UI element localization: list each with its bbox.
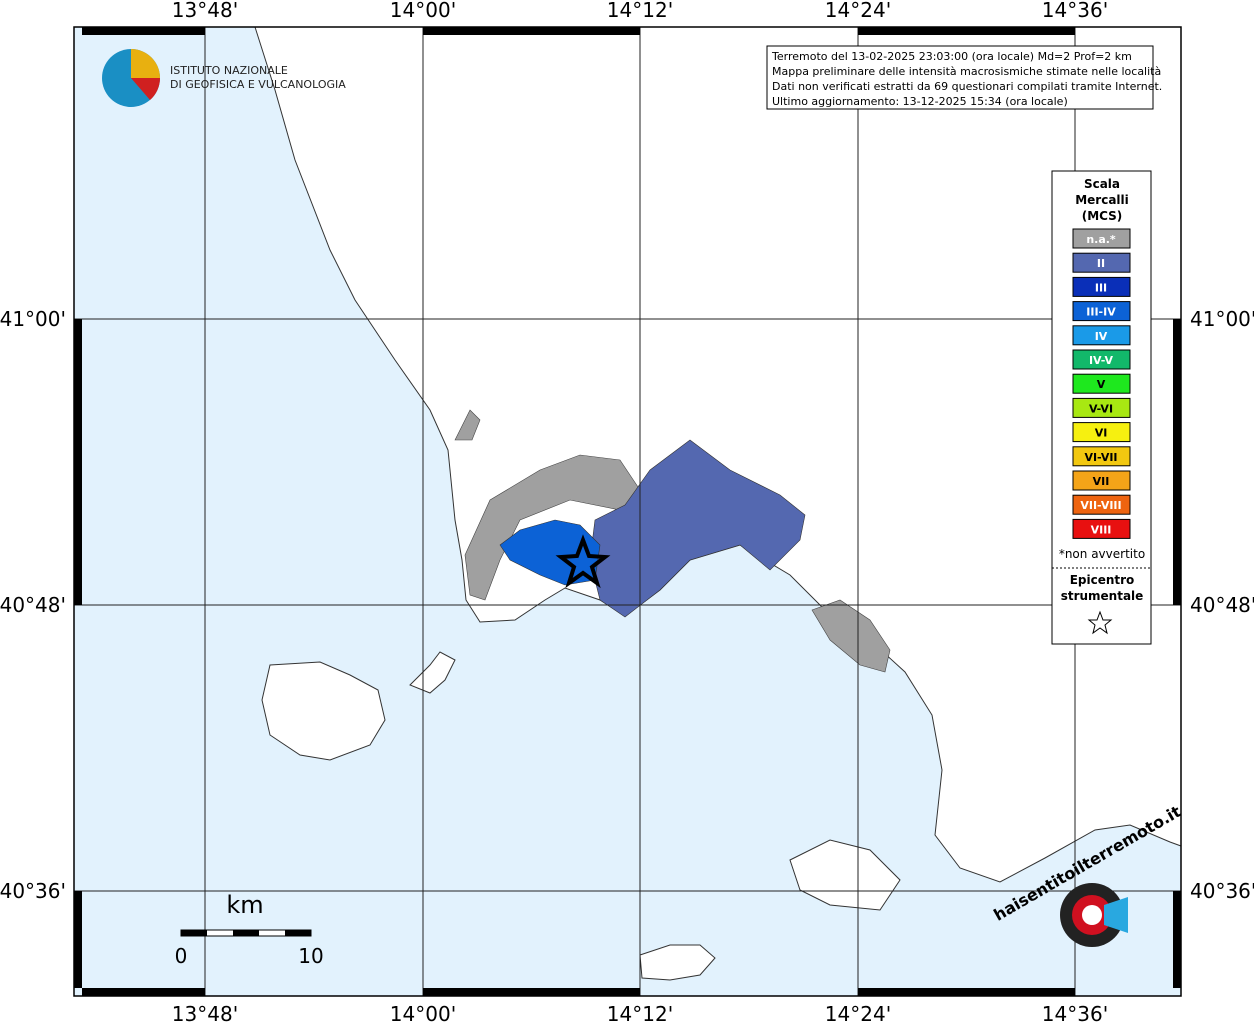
legend-label: VIII — [1091, 523, 1112, 536]
lon-label: 14°36' — [1042, 0, 1108, 22]
legend-swatch — [1072, 301, 1131, 322]
info-line: Terremoto del 13-02-2025 23:03:00 (ora l… — [771, 50, 1132, 63]
legend-label: IV — [1095, 330, 1108, 343]
intensity-na — [454, 409, 481, 441]
legend-label: VII-VIII — [1080, 499, 1121, 512]
legend-note: *non avvertito — [1059, 547, 1145, 561]
legend-swatch — [1072, 276, 1131, 297]
legend-swatch — [1072, 349, 1131, 370]
info-box — [766, 45, 1154, 110]
legend-swatch — [1072, 422, 1131, 443]
legend-swatch — [1072, 446, 1131, 467]
capri — [639, 944, 716, 981]
legend-swatch — [1072, 470, 1131, 491]
lat-label: 40°36' — [1190, 879, 1254, 903]
legend-swatch — [1072, 494, 1131, 515]
epicenter-star — [555, 534, 611, 589]
logo-text: DI GEOFISICA E VULCANOLOGIA — [170, 78, 346, 91]
scale-min: 0 — [175, 944, 188, 968]
info-line: Dati non verificati estratti da 69 quest… — [772, 80, 1162, 93]
legend-epicenter: strumentale — [1061, 589, 1144, 603]
legend-label: n.a.* — [1086, 233, 1116, 246]
legend-swatch — [1072, 252, 1131, 273]
lat-label: 40°48' — [0, 593, 66, 617]
lon-label: 14°24' — [825, 1002, 891, 1024]
legend-label: VII — [1093, 475, 1110, 488]
legend-star — [1087, 610, 1113, 635]
legend-title: Mercalli — [1075, 193, 1129, 207]
info-line: Ultimo aggiornamento: 13-12-2025 15:34 (… — [772, 95, 1068, 108]
scale-unit: km — [226, 891, 263, 919]
legend-label: IV-V — [1089, 354, 1114, 367]
legend-epicenter: Epicentro — [1070, 573, 1135, 587]
legend-label: II — [1097, 257, 1105, 270]
legend-swatch — [1072, 397, 1131, 418]
legend-swatch — [1072, 518, 1131, 539]
legend-swatch — [1072, 228, 1131, 249]
ischia — [261, 661, 386, 761]
legend-label: VI — [1095, 427, 1108, 440]
lat-label: 40°36' — [0, 879, 66, 903]
legend-swatch — [1072, 373, 1131, 394]
lat-label: 40°48' — [1190, 593, 1254, 617]
legend-label: VI-VII — [1084, 451, 1117, 464]
legend-title: (MCS) — [1082, 209, 1123, 223]
frame-border — [74, 27, 1181, 996]
lon-label: 13°48' — [172, 0, 238, 22]
info-line: Mappa preliminare delle intensità macros… — [772, 65, 1161, 78]
scale-max: 10 — [298, 944, 323, 968]
sorrento-coast — [789, 839, 901, 911]
legend-label: V — [1097, 378, 1106, 391]
lon-label: 14°00' — [390, 0, 456, 22]
lon-label: 14°00' — [390, 1002, 456, 1024]
ingv-logo: ISTITUTO NAZIONALE DI GEOFISICA E VULCAN… — [102, 49, 346, 107]
lat-label: 41°00' — [1190, 307, 1254, 331]
scale-bar: km 0 10 — [175, 891, 324, 968]
intensity-na — [811, 599, 891, 673]
lon-label: 14°24' — [825, 0, 891, 22]
legend-label: III — [1095, 281, 1107, 294]
legend-label: V-VI — [1089, 402, 1113, 415]
logo-text: ISTITUTO NAZIONALE — [170, 64, 288, 77]
legend-label: III-IV — [1086, 306, 1116, 319]
lon-label: 13°48' — [172, 1002, 238, 1024]
lon-label: 14°12' — [607, 0, 673, 22]
legend-swatch — [1072, 325, 1131, 346]
intensity-ii — [589, 439, 806, 618]
lon-label: 14°36' — [1042, 1002, 1108, 1024]
legend-title: Scala — [1084, 177, 1120, 191]
lat-label: 41°00' — [0, 307, 66, 331]
procida — [409, 651, 456, 694]
lon-label: 14°12' — [607, 1002, 673, 1024]
